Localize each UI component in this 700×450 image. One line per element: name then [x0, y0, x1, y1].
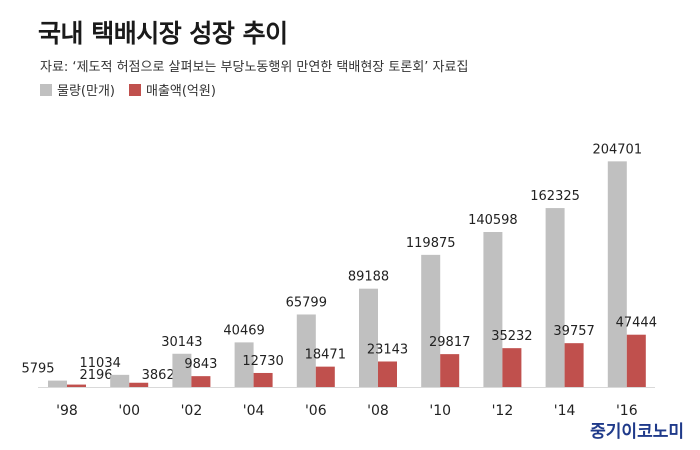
bar-volume: [234, 342, 254, 387]
bar-sales: [191, 376, 211, 387]
data-label-volume: 5795: [21, 362, 54, 377]
data-label-volume: 30143: [161, 335, 202, 350]
x-tick-label: '10: [429, 403, 451, 419]
legend-item-volume: 물량(만개): [40, 80, 115, 99]
data-label-volume: 204701: [592, 142, 642, 157]
x-tick-label: '02: [181, 403, 203, 419]
data-label-volume: 89188: [348, 270, 389, 285]
x-tick-label: '98: [56, 403, 78, 419]
legend-item-sales: 매출액(억원): [128, 80, 216, 99]
data-label-sales: 12730: [242, 354, 283, 369]
data-label-volume: 162325: [530, 189, 580, 204]
x-tick-label: '12: [492, 403, 514, 419]
bar-volume: [483, 232, 503, 387]
bar-sales: [253, 372, 273, 387]
x-tick-label: '14: [554, 403, 576, 419]
data-label-sales: 29817: [429, 335, 470, 350]
legend-swatch-sales: [128, 83, 141, 96]
data-label-sales: 23143: [367, 342, 408, 357]
bar-volume: [110, 374, 130, 387]
chart-title: 국내 택배시장 성장 추이: [38, 19, 288, 48]
bar-sales: [626, 334, 646, 387]
bar-sales: [378, 361, 397, 387]
data-label-volume: 40469: [223, 323, 264, 338]
x-tick-label: '08: [367, 403, 389, 419]
bar-sales: [67, 384, 86, 387]
bar-volume: [48, 380, 67, 387]
legend: 물량(만개) 매출액(억원): [40, 80, 216, 99]
x-tick-label: '04: [243, 403, 265, 419]
bar-sales: [440, 354, 460, 387]
x-tick-label: '00: [118, 403, 140, 419]
source-note: 자료: ‘제도적 허점으로 살펴보는 부당노동행위 만연한 택배현장 토론회’ …: [40, 60, 469, 75]
bar-sales: [564, 343, 584, 387]
legend-swatch-volume: [40, 83, 52, 96]
bar-volume: [296, 314, 316, 387]
data-label-sales: 35232: [491, 329, 532, 344]
data-label-volume: 119875: [406, 236, 456, 251]
data-label-volume: 11034: [80, 356, 121, 371]
data-label-sales: 18471: [305, 348, 346, 363]
data-label-volume: 140598: [468, 213, 518, 228]
data-label-sales: 39757: [553, 324, 594, 339]
data-label-volume: 65799: [286, 295, 327, 310]
data-label-sales: 3862: [142, 368, 175, 383]
bar-sales: [129, 382, 149, 387]
brand-logo: 중기이코노미: [590, 422, 684, 442]
bar-volume: [545, 208, 565, 387]
bar-sales: [315, 366, 335, 387]
x-tick-label: '16: [616, 403, 638, 419]
bar-sales: [502, 348, 522, 387]
x-tick-label: '06: [305, 403, 327, 419]
legend-label-volume: 물량(만개): [57, 84, 115, 99]
bar-volume: [359, 288, 378, 387]
bar-volume: [607, 161, 627, 387]
data-label-sales: 47444: [616, 316, 657, 331]
bar-volume: [172, 353, 192, 387]
legend-label-sales: 매출액(억원): [145, 84, 216, 99]
bar-volume: [421, 254, 441, 387]
data-label-sales: 9843: [184, 357, 217, 372]
data-label-sales: 2196: [79, 368, 112, 383]
